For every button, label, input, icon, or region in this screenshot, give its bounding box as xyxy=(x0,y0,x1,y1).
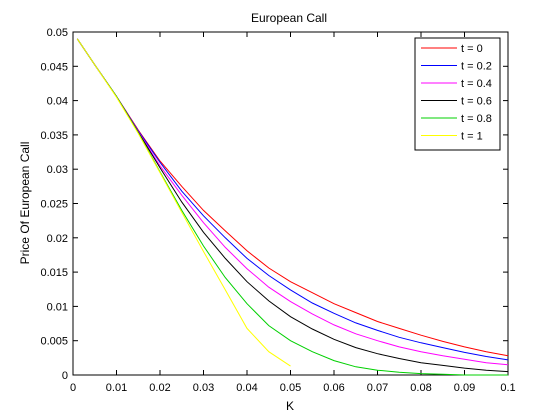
y-tick-label: 0.05 xyxy=(47,27,68,39)
legend-label-0: t = 0 xyxy=(461,43,483,55)
series-line-0 xyxy=(76,38,509,357)
y-tick-label: 0 xyxy=(62,370,68,382)
y-tick-label: 0.01 xyxy=(47,301,68,313)
series-lines xyxy=(76,38,509,376)
y-axis-ticks: 0 0.005 0.01 0.015 0.02 0.025 0.03 0.035 0.04 0.0… xyxy=(40,27,508,382)
y-tick-label: 0.005 xyxy=(40,336,68,348)
x-axis-ticks: 0 0.01 0.02 0.03 0.04 0.05 0.06 0.07 0.08 0.09 0.1 xyxy=(70,32,516,394)
legend-label-2: t = 0.4 xyxy=(461,78,492,90)
legend-label-5: t = 1 xyxy=(461,131,483,143)
x-tick-label: 0.03 xyxy=(193,382,214,394)
chart-title: European Call xyxy=(251,11,327,25)
x-tick-label: 0.1 xyxy=(500,382,515,394)
series-line-1 xyxy=(76,38,509,361)
x-tick-label: 0.05 xyxy=(280,382,301,394)
x-tick-label: 0 xyxy=(70,382,76,394)
legend: t = 0 t = 0.2 t = 0.4 t = 0.6 t = 0.8 t = 1 xyxy=(414,37,501,151)
x-tick-label: 0.02 xyxy=(149,382,170,394)
y-tick-label: 0.02 xyxy=(47,233,68,245)
y-tick-label: 0.03 xyxy=(47,164,68,176)
y-tick-label: 0.015 xyxy=(40,267,68,279)
y-tick-label: 0.035 xyxy=(40,130,68,142)
y-tick-label: 0.025 xyxy=(40,199,68,211)
x-tick-label: 0.08 xyxy=(410,382,431,394)
x-tick-label: 0.06 xyxy=(323,382,344,394)
legend-label-4: t = 0.8 xyxy=(461,113,492,125)
y-tick-label: 0.045 xyxy=(40,61,68,73)
legend-label-3: t = 0.6 xyxy=(461,96,492,108)
series-line-2 xyxy=(76,38,509,366)
series-line-3 xyxy=(76,38,509,373)
y-axis-label: Price Of European Call xyxy=(18,142,32,265)
x-axis-label: K xyxy=(286,399,294,413)
x-tick-label: 0.04 xyxy=(236,382,257,394)
y-tick-label: 0.04 xyxy=(47,96,68,108)
x-tick-label: 0.01 xyxy=(106,382,127,394)
x-tick-label: 0.07 xyxy=(367,382,388,394)
legend-label-1: t = 0.2 xyxy=(461,61,492,73)
legend-box xyxy=(414,37,501,151)
series-line-5 xyxy=(76,38,291,367)
x-tick-label: 0.09 xyxy=(454,382,475,394)
